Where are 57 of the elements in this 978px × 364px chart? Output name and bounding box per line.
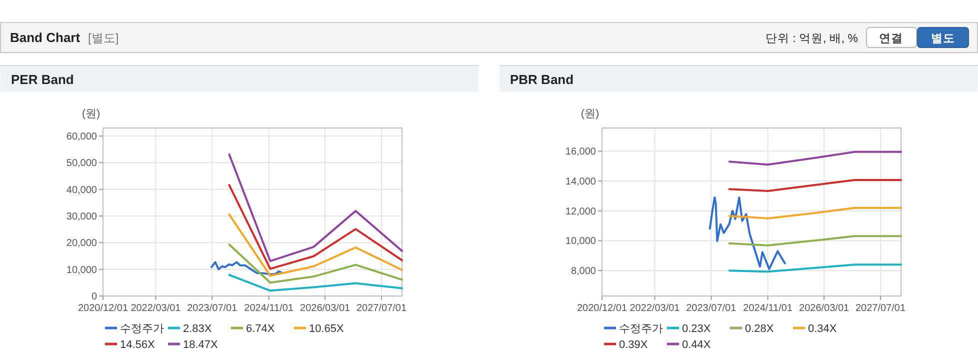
chart-title: PBR Band [510,72,574,87]
legend-label: 14.56X [120,339,156,351]
text: Band Chart [10,30,81,45]
legend-label: 0.23X [682,323,712,335]
legend-label: 2.83X [183,323,212,335]
x-tick-label: 2022/03/01 [630,303,680,314]
line-series [228,213,403,277]
y-tick-label: 20,000 [66,238,98,250]
legend-label: 0.39X [619,339,648,351]
text: 연결 [879,32,903,45]
y-tick-label: 10,000 [565,236,596,248]
x-tick-label: 2024/11/01 [743,303,793,314]
x-tick-label: 2026/03/01 [300,303,351,314]
x-tick-label: 2020/12/01 [78,303,128,314]
legend-label: 수정주가 [120,323,164,335]
y-tick-label: 30,000 [66,212,98,222]
legend-label: 18.47X [183,339,219,351]
legend-label: 0.44X [682,339,712,351]
y-tick-label: 60,000 [66,132,98,142]
text: 별도 [931,32,955,45]
line-series [728,235,902,246]
legend-label: 6.74X [246,323,276,335]
x-tick-label: 2026/03/01 [799,303,850,314]
y-tick-label: 16,000 [565,146,596,158]
x-tick-label: 2020/12/01 [576,303,628,314]
line-series [228,153,403,262]
x-tick-label: 2023/07/01 [686,303,737,314]
line-series [728,264,902,273]
x-tick-label: 2024/11/01 [244,303,294,314]
line-series [728,150,902,166]
legend-label: 10.65X [309,323,345,335]
legend-label: 0.34X [808,323,838,335]
line-series [708,196,786,270]
x-tick-label: 2027/07/01 [855,303,906,314]
text: 단위 : 억원, 배, % [765,33,858,45]
legend-label: 0.28X [745,323,774,335]
legend-label: 수정주가 [619,323,663,335]
line-series [728,206,902,220]
line-series [728,178,902,192]
text: [별도] [88,31,119,45]
y-tick-label: 50,000 [66,158,98,170]
x-tick-label: 2023/07/01 [187,303,238,314]
x-tick-label: 2027/07/01 [356,303,407,314]
x-tick-label: 2022/03/01 [130,303,182,314]
y-tick-label: 10,000 [66,264,98,276]
y-tick-label: 40,000 [66,184,98,196]
y-axis-title: (원) [82,108,100,120]
y-tick-label: 0 [91,292,98,302]
y-tick-label: 14,000 [565,176,596,188]
y-tick-label: 12,000 [565,206,596,218]
chart-title: PER Band [11,72,74,87]
line-series [228,184,403,270]
y-tick-label: 8,000 [570,266,596,278]
line-series [228,274,403,292]
line-series [228,244,403,284]
line-series [210,261,284,276]
y-axis-title: (원) [580,108,600,120]
